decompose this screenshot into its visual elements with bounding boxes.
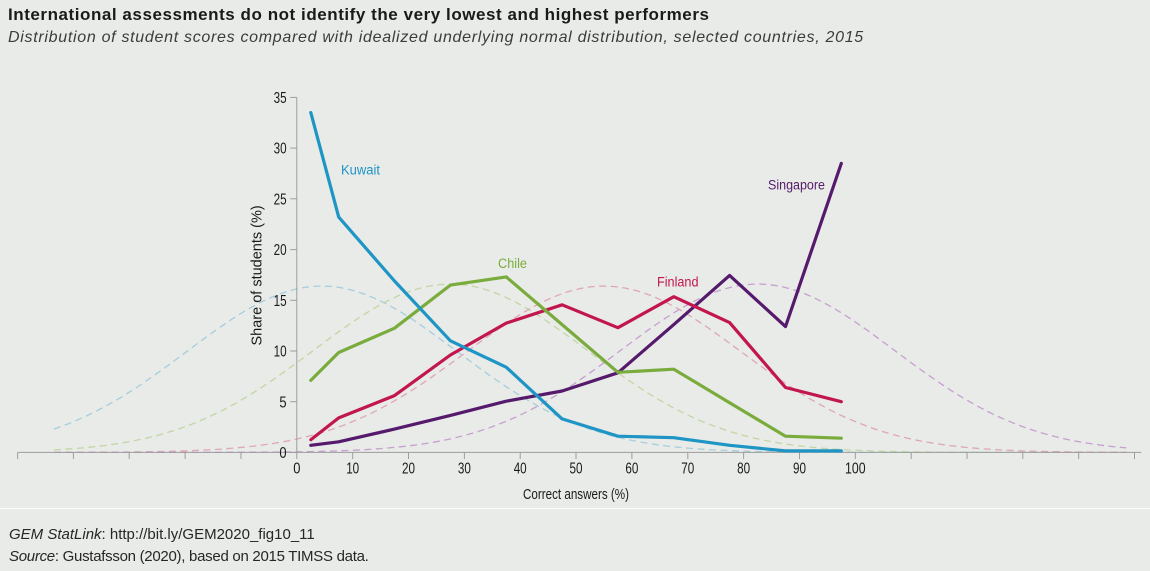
svg-text:60: 60 (625, 460, 638, 477)
svg-text:Finland: Finland (657, 275, 699, 290)
svg-text:80: 80 (737, 460, 750, 477)
svg-text:Chile: Chile (498, 256, 527, 271)
svg-text:5: 5 (279, 394, 286, 411)
svg-text:20: 20 (402, 460, 415, 477)
svg-text:70: 70 (681, 460, 694, 477)
svg-text:20: 20 (274, 242, 287, 259)
svg-text:30: 30 (458, 460, 471, 477)
svg-text:Share of students (%): Share of students (%) (250, 205, 266, 345)
svg-text:0: 0 (279, 445, 287, 462)
svg-text:50: 50 (570, 460, 583, 477)
svg-text:15: 15 (274, 293, 287, 310)
svg-text:90: 90 (793, 460, 806, 477)
svg-text:30: 30 (274, 141, 287, 158)
svg-text:25: 25 (274, 191, 287, 208)
svg-text:Singapore: Singapore (768, 178, 825, 193)
svg-text:0: 0 (293, 460, 301, 477)
svg-text:35: 35 (274, 90, 287, 107)
svg-text:10: 10 (274, 344, 287, 361)
svg-text:10: 10 (346, 460, 359, 477)
svg-text:40: 40 (514, 460, 527, 477)
svg-text:Correct answers (%): Correct answers (%) (523, 487, 629, 503)
svg-text:100: 100 (845, 460, 866, 477)
svg-text:Kuwait: Kuwait (341, 163, 380, 178)
